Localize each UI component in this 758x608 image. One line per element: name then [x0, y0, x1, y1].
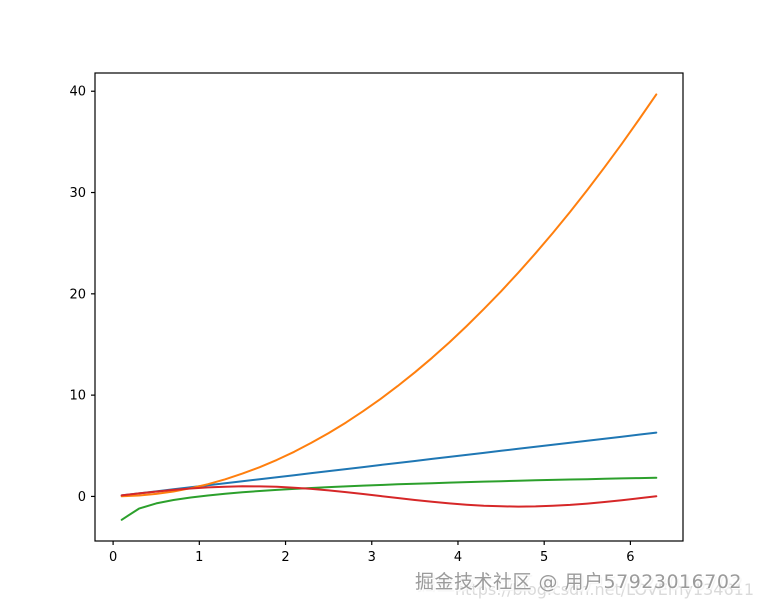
x-tick-label: 6	[626, 550, 634, 565]
x-tick-label: 5	[540, 550, 548, 565]
series-blue-line	[120, 431, 658, 497]
y-tick-label: 0	[78, 490, 86, 505]
x-tick-label: 3	[368, 550, 376, 565]
plot-frame	[94, 72, 684, 542]
watermark-text: 掘金技术社区 @ 用户57923016702	[414, 571, 742, 593]
watermark-url: https://blog.csdn.net/LOVEmy134611	[455, 580, 754, 599]
series-orange-line	[120, 93, 658, 498]
x-tick-label: 4	[454, 550, 462, 565]
series-green-line	[120, 476, 658, 521]
y-tick-label: 10	[69, 389, 86, 404]
x-tick-label: 2	[281, 550, 289, 565]
y-tick-label: 20	[69, 287, 86, 302]
x-tick-label: 0	[109, 550, 117, 565]
x-tick-label: 1	[195, 550, 203, 565]
series-red-line	[120, 485, 658, 508]
y-tick-label: 40	[69, 85, 86, 100]
y-tick-label: 30	[69, 186, 86, 201]
